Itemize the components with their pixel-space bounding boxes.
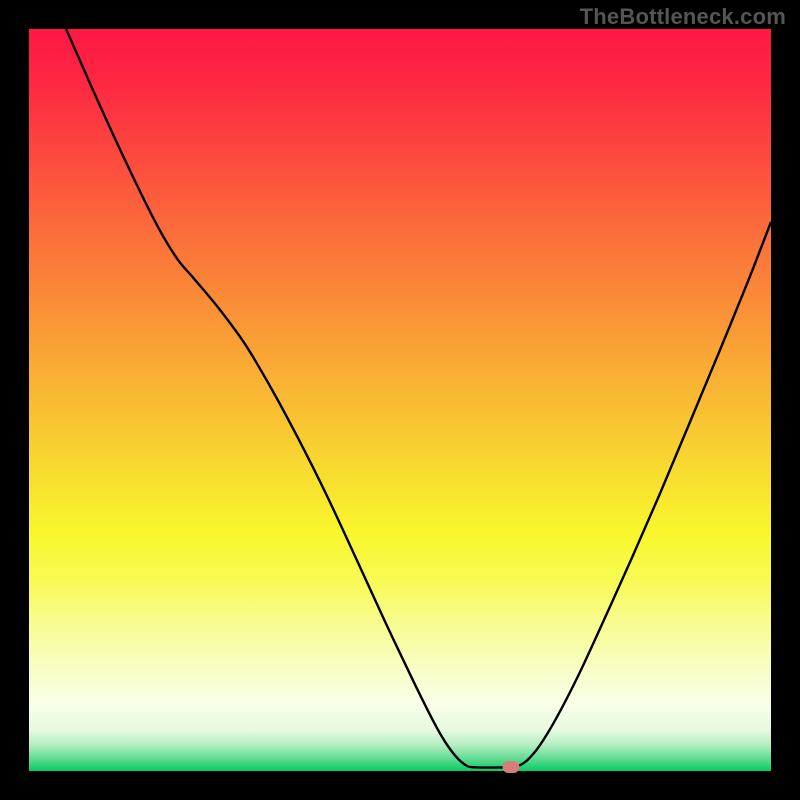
plot-svg <box>29 29 771 771</box>
plot-area <box>29 29 771 771</box>
optimal-point-marker <box>503 761 520 773</box>
gradient-background <box>29 29 771 771</box>
chart-frame: TheBottleneck.com <box>0 0 800 800</box>
watermark-text: TheBottleneck.com <box>580 4 786 30</box>
